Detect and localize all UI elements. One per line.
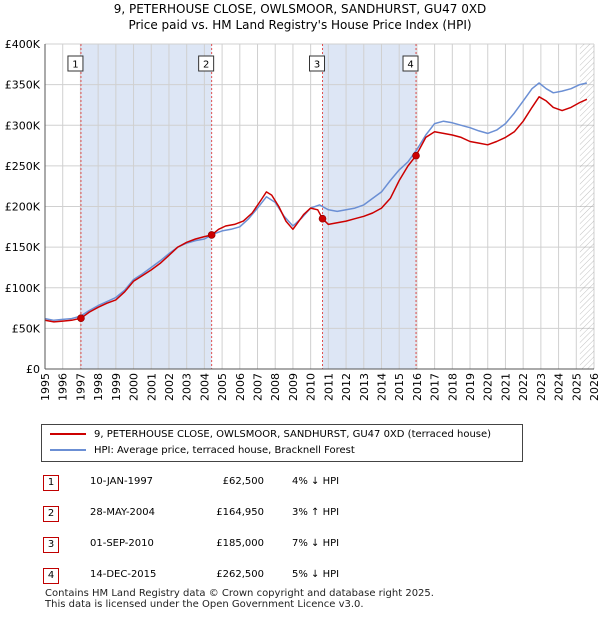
legend-price-label: 9, PETERHOUSE CLOSE, OWLSMOOR, SANDHURST… bbox=[94, 429, 492, 440]
transaction-date: 14-DEC-2015 bbox=[90, 569, 157, 580]
x-tick-label: 1998 bbox=[92, 373, 105, 401]
y-tick-label: £250K bbox=[5, 160, 41, 173]
legend-item-hpi: HPI: Average price, terraced house, Brac… bbox=[50, 444, 355, 458]
chart-title: 9, PETERHOUSE CLOSE, OWLSMOOR, SANDHURST… bbox=[113, 2, 487, 16]
y-tick-label: £100K bbox=[5, 282, 41, 295]
sale-number-badge bbox=[402, 55, 419, 72]
x-tick-label: 2001 bbox=[145, 373, 158, 401]
x-tick-label: 1995 bbox=[39, 373, 52, 401]
transaction-number-badge: 1 bbox=[43, 475, 59, 491]
price-paid-line bbox=[44, 96, 588, 323]
sale-number-label: 3 bbox=[314, 60, 320, 71]
chart-subtitle: Price paid vs. HM Land Registry's House … bbox=[128, 18, 472, 32]
x-tick-label: 2005 bbox=[216, 373, 229, 401]
y-tick-label: £200K bbox=[5, 201, 41, 214]
y-tick-label: £50K bbox=[12, 322, 41, 335]
x-tick-label: 2014 bbox=[375, 373, 388, 401]
legend-item-price: 9, PETERHOUSE CLOSE, OWLSMOOR, SANDHURST… bbox=[50, 428, 491, 442]
x-tick-label: 2024 bbox=[553, 373, 566, 401]
y-tick-label: £300K bbox=[5, 119, 41, 132]
footer-line-1: Contains HM Land Registry data © Crown c… bbox=[45, 588, 434, 599]
transaction-price: £262,500 bbox=[216, 569, 264, 580]
x-tick-label: 2013 bbox=[358, 373, 371, 401]
transaction-hpi-diff: 3% ↑ HPI bbox=[292, 507, 340, 518]
x-tick-label: 2015 bbox=[393, 373, 406, 401]
y-tick-label: £150K bbox=[5, 241, 41, 254]
transaction-number-badge: 3 bbox=[43, 537, 59, 553]
sale-number-label: 4 bbox=[407, 60, 413, 71]
x-tick-label: 2002 bbox=[163, 373, 176, 401]
x-tick-label: 1996 bbox=[57, 373, 70, 401]
legend-hpi-swatch bbox=[50, 449, 86, 451]
hpi-line bbox=[44, 82, 588, 322]
sale-number-badge bbox=[67, 55, 84, 72]
x-tick-label: 2018 bbox=[446, 373, 459, 401]
sale-point bbox=[318, 214, 327, 223]
x-tick-label: 2000 bbox=[128, 373, 141, 401]
sale-point bbox=[77, 314, 85, 323]
table-row: 1 10-JAN-1997 £62,500 4% ↓ HPI bbox=[40, 472, 560, 492]
x-tick-label: 2009 bbox=[287, 373, 300, 401]
forecast-hatch-area bbox=[579, 44, 594, 369]
x-tick-label: 2008 bbox=[269, 373, 282, 401]
x-tick-label: 2017 bbox=[429, 373, 442, 401]
sale-point bbox=[207, 231, 216, 239]
x-tick-label: 2003 bbox=[181, 373, 194, 401]
transaction-hpi-diff: 5% ↓ HPI bbox=[292, 569, 340, 580]
x-tick-label: 2006 bbox=[234, 373, 247, 401]
transaction-date: 10-JAN-1997 bbox=[90, 476, 154, 487]
x-tick-label: 2012 bbox=[340, 373, 353, 401]
table-row: 3 01-SEP-2010 £185,000 7% ↓ HPI bbox=[40, 534, 560, 554]
x-tick-label: 2025 bbox=[570, 373, 583, 401]
transaction-date: 01-SEP-2010 bbox=[90, 538, 154, 549]
sale-number-badge bbox=[309, 55, 326, 72]
transaction-number-badge: 2 bbox=[43, 506, 59, 522]
x-tick-label: 2026 bbox=[588, 373, 600, 401]
transaction-price: £164,950 bbox=[216, 507, 264, 518]
legend-price-swatch bbox=[50, 433, 86, 435]
transaction-number-badge: 4 bbox=[43, 568, 59, 584]
transaction-hpi-diff: 7% ↓ HPI bbox=[292, 538, 340, 549]
sale-point bbox=[412, 151, 420, 160]
transaction-price: £185,000 bbox=[216, 538, 264, 549]
transaction-date: 28-MAY-2004 bbox=[90, 507, 156, 518]
sale-number-label: 1 bbox=[72, 60, 78, 71]
footer-attribution: Contains HM Land Registry data © Crown c… bbox=[45, 588, 434, 610]
x-tick-label: 2011 bbox=[322, 373, 335, 401]
table-row: 2 28-MAY-2004 £164,950 3% ↑ HPI bbox=[40, 503, 560, 523]
x-tick-label: 2010 bbox=[305, 373, 318, 401]
price-chart: 1 2 3 4 £0 £50K £100K £150K £200K £250K £300K £350… bbox=[5, 38, 600, 401]
x-tick-label: 1997 bbox=[74, 373, 87, 401]
x-tick-label: 2023 bbox=[535, 373, 548, 401]
x-tick-label: 2019 bbox=[464, 373, 477, 401]
y-tick-label: £350K bbox=[5, 79, 41, 92]
y-tick-label: £400K bbox=[5, 38, 41, 51]
footer-line-2: This data is licensed under the Open Gov… bbox=[45, 599, 364, 610]
x-tick-label: 2022 bbox=[517, 373, 530, 401]
legend: 9, PETERHOUSE CLOSE, OWLSMOOR, SANDHURST… bbox=[41, 424, 523, 462]
transaction-hpi-diff: 4% ↓ HPI bbox=[292, 476, 340, 487]
x-tick-label: 2020 bbox=[482, 373, 495, 401]
x-tick-label: 2016 bbox=[411, 373, 424, 401]
x-tick-label: 2004 bbox=[198, 373, 211, 401]
legend-hpi-label: HPI: Average price, terraced house, Brac… bbox=[94, 445, 355, 456]
sale-number-badge bbox=[198, 55, 215, 72]
transaction-price: £62,500 bbox=[222, 476, 264, 487]
sale-number-label: 2 bbox=[203, 60, 209, 71]
x-tick-label: 2021 bbox=[499, 373, 512, 401]
x-tick-label: 1999 bbox=[110, 373, 123, 401]
y-tick-label: £0 bbox=[26, 363, 40, 376]
table-row: 4 14-DEC-2015 £262,500 5% ↓ HPI bbox=[40, 565, 560, 585]
x-tick-label: 2007 bbox=[252, 373, 265, 401]
